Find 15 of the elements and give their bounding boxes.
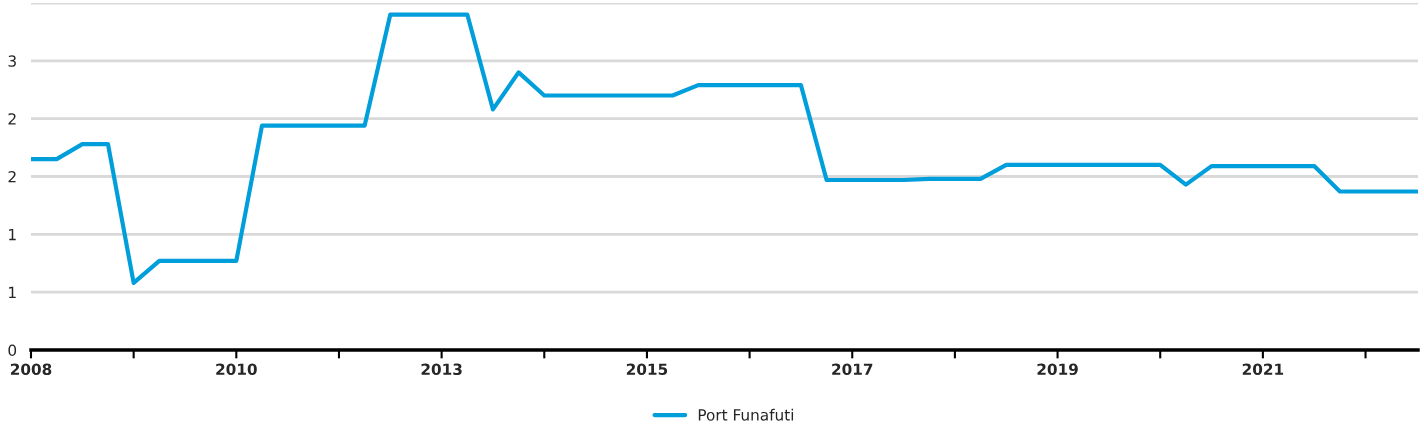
x-tick-label: 2017 <box>832 363 873 376</box>
x-tick-label: 2008 <box>10 363 52 376</box>
x-tick-label: 2013 <box>421 363 462 376</box>
legend-label: Port Funafuti <box>698 408 794 421</box>
x-tick-label: 2010 <box>216 363 257 376</box>
y-tick-label: 0 <box>8 344 17 357</box>
y-tick-label: 2 <box>8 170 16 183</box>
x-tick-label: 2019 <box>1037 363 1078 376</box>
y-tick-label: 3 <box>8 55 16 67</box>
line-series <box>31 12 1418 285</box>
x-tick-label: 2015 <box>626 363 668 376</box>
x-tick-label: 2021 <box>1242 363 1284 376</box>
y-tick-label: 1 <box>9 286 16 298</box>
y-tick-label: 1 <box>9 229 16 241</box>
y-tick-label: 2 <box>8 113 16 125</box>
